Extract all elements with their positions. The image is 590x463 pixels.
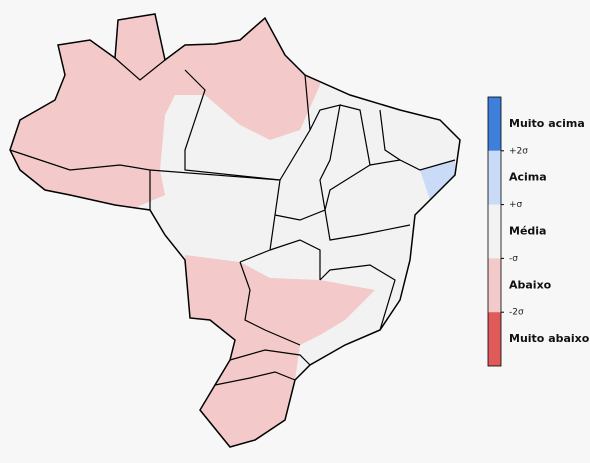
border	[114, 57, 166, 81]
legend-label: Acima	[509, 171, 547, 184]
border	[214, 371, 296, 386]
region-below	[10, 14, 320, 210]
legend-swatch	[488, 312, 501, 366]
border	[324, 209, 411, 241]
legend-tick-label: +2σ	[509, 146, 528, 156]
legend-swatch	[488, 97, 501, 151]
legend-frame	[487, 96, 502, 367]
border	[379, 109, 401, 161]
legend-label: Muito acima	[509, 117, 585, 130]
border	[319, 264, 396, 331]
legend-tick-label: -2σ	[509, 308, 524, 318]
legend-tick-label: +σ	[509, 200, 523, 210]
region-above	[420, 160, 455, 200]
legend-swatch	[488, 150, 501, 205]
border	[239, 261, 301, 346]
brazil-map	[9, 13, 461, 448]
legend-swatch	[488, 258, 501, 313]
legend: Muito acima Acima Média Abaixo Muito abaixo +…	[487, 96, 590, 367]
region-below	[180, 255, 375, 447]
border	[9, 149, 151, 210]
anomaly-regions	[10, 14, 375, 447]
border	[369, 159, 456, 171]
country-outline	[9, 13, 461, 448]
legend-label: Média	[509, 225, 546, 238]
border	[274, 104, 341, 221]
border	[269, 239, 321, 280]
state-borders	[9, 57, 456, 386]
legend-label: Muito abaixo	[509, 332, 590, 345]
legend-label: Abaixo	[509, 278, 552, 291]
legend-tick-label: -σ	[509, 254, 518, 264]
legend-swatch	[488, 204, 501, 259]
border	[229, 349, 311, 366]
